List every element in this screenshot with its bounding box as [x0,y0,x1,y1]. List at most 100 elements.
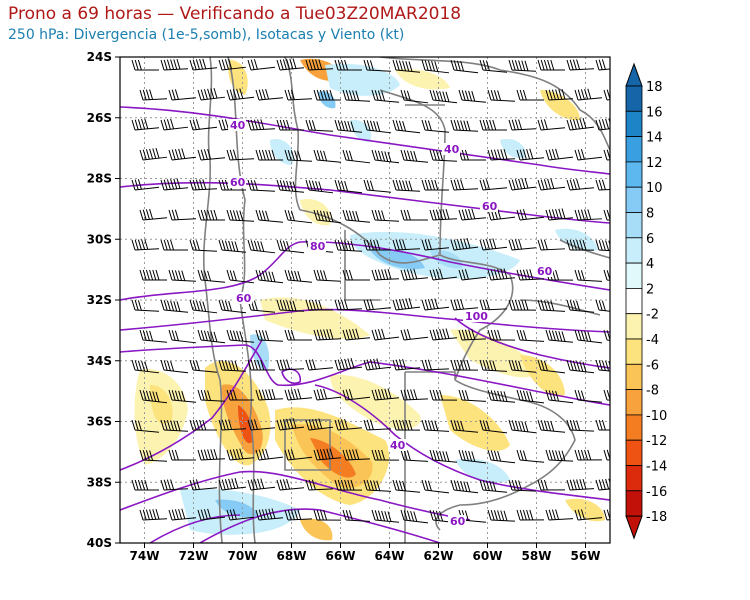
wind-barb [487,389,516,403]
wind-barb [247,179,276,192]
colorbar-swatch [625,237,643,264]
wind-barb [595,478,610,491]
wind-barb [363,239,392,251]
wind-barb [160,118,189,131]
wind-barb [458,389,487,402]
wind-barb [537,119,566,131]
wind-barb [131,359,160,374]
wind-barb [160,419,189,432]
lon-tick-label: 74W [130,549,160,563]
wind-barb [392,297,421,311]
wind-barb [458,449,487,464]
wind-barb [131,239,160,251]
colorbar-label: -10 [646,409,667,424]
isotach-label: 60 [230,176,246,189]
chart-subtitle: 250 hPa: Divergencia (1e-5,somb), Isotac… [8,27,405,43]
wind-barb [595,419,610,431]
wind-barb [197,389,226,402]
wind-barb [342,269,371,281]
lat-tick-label: 38S [87,475,112,489]
wind-barb [226,209,255,222]
wind-barb [189,119,218,131]
wind-barb [479,59,508,73]
wind-barb [139,329,168,343]
wind-barb [247,119,276,131]
wind-barb [371,209,400,222]
wind-barb [276,239,305,254]
wind-barb [284,149,313,162]
colorbar-swatch [625,465,643,492]
colorbar-swatch [625,161,643,188]
wind-barb [342,389,371,401]
wind-barb [189,58,218,71]
colorbar-label: 4 [646,257,654,272]
wind-barb [363,419,392,431]
wind-barb [400,149,429,163]
lat-tick-label: 30S [87,232,112,246]
wind-barb [429,208,458,221]
wind-barb [595,59,610,71]
wind-barb [197,508,226,521]
colorbar-label: -14 [646,460,667,475]
wind-barb [247,359,276,371]
wind-barb [255,329,284,342]
wind-barb [168,148,197,161]
wind-barb [284,388,313,401]
colorbar-label: -16 [646,485,667,500]
wind-barb [508,177,537,191]
wind-barb [313,269,342,282]
colorbar-swatch [625,389,643,416]
wind-barb [450,179,479,191]
wind-barb [334,479,363,491]
wind-barb [516,329,545,342]
wind-barb [429,389,458,401]
wind-barb [487,449,516,464]
colorbar-min-arrow [625,515,643,540]
colorbar-swatch [625,186,643,213]
wind-barb [131,179,160,191]
colorbar-swatch [625,414,643,441]
lon-tick-label: 70W [228,549,258,563]
colorbar-swatch [625,338,643,365]
wind-barb [545,148,574,161]
wind-barb [189,179,218,191]
wind-barb [450,419,479,433]
wind-barb [392,59,421,73]
wind-barb [392,179,421,192]
colorbar-label: 2 [646,282,654,297]
wind-barb [255,88,284,101]
wind-barb [516,269,545,281]
wind-barb [487,89,516,102]
wind-barb [139,449,168,462]
wind-barb [218,239,247,253]
wind-barb [392,479,421,493]
wind-barb [400,268,429,281]
colorbar-swatch [625,439,643,466]
wind-barb [189,359,218,373]
wind-barb [421,179,450,191]
wind-barb [516,449,545,463]
wind-barb [566,419,595,432]
wind-barb [516,89,545,101]
colorbar-label: -8 [646,384,659,399]
wind-barb [313,388,342,401]
wind-barb [284,329,313,341]
wind-barb [305,119,334,132]
wind-barb [392,419,421,431]
wind-barb [450,359,479,371]
wind-barb [342,89,371,102]
wind-barb [537,419,566,433]
wind-barb [139,269,168,281]
wind-barb [566,178,595,191]
colorbar-label: 18 [646,80,663,95]
wind-barb [131,59,159,71]
colorbar-swatch [625,85,643,112]
wind-barb [400,449,429,462]
colorbar-swatch [625,136,643,163]
colorbar-label: 6 [646,232,654,247]
wind-barb [487,329,516,341]
wind-barb [334,357,363,371]
wind-barb [247,419,276,431]
wind-barb [392,239,421,251]
wind-barb [334,299,363,311]
